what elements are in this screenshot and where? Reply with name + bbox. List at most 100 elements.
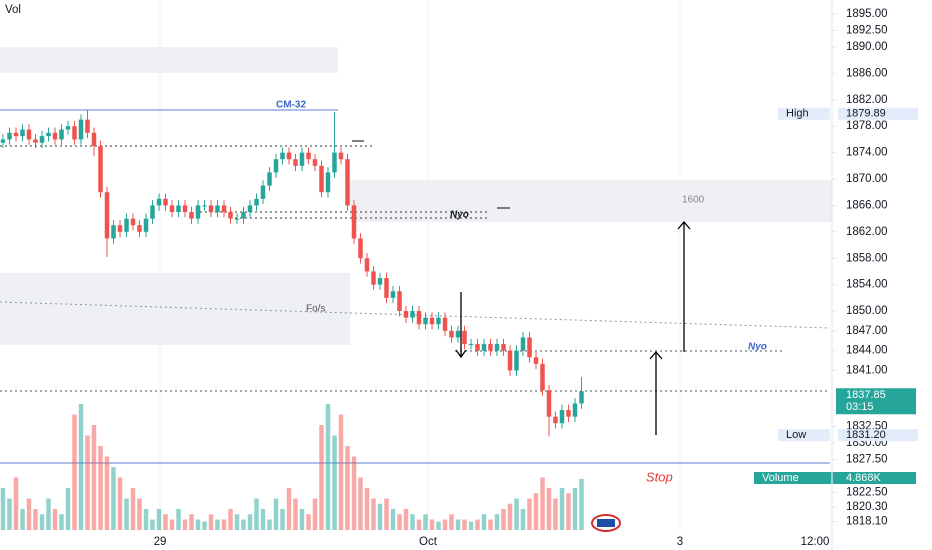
candle-body bbox=[130, 218, 136, 226]
low-label: Low bbox=[786, 429, 806, 441]
volume-bar bbox=[247, 514, 253, 530]
candle-body bbox=[117, 225, 123, 232]
low-value-box bbox=[838, 429, 918, 442]
volume-bar bbox=[507, 503, 513, 530]
candle-body bbox=[150, 205, 155, 219]
volume-bar bbox=[143, 509, 149, 530]
volume-bar bbox=[371, 498, 376, 530]
volume-bar bbox=[293, 498, 298, 530]
y-tick-label: 1870.00 bbox=[846, 173, 888, 185]
candle-body bbox=[338, 152, 344, 160]
volume-bar bbox=[254, 498, 259, 530]
low-box bbox=[778, 429, 830, 442]
candle-body bbox=[20, 129, 25, 137]
candle-body bbox=[228, 212, 233, 219]
volume-bar bbox=[169, 519, 175, 530]
volume-bar bbox=[104, 456, 110, 530]
candle-body bbox=[59, 129, 64, 140]
candle-body bbox=[254, 198, 259, 206]
price-axis: 1895.00 1892.50 1890.00 1886.00 1882.00 1878.… bbox=[754, 8, 918, 528]
volume-bar bbox=[527, 498, 532, 530]
candle-body bbox=[280, 152, 285, 160]
candle-body bbox=[397, 291, 402, 312]
plot bbox=[0, 110, 584, 530]
last-price: 1837.85 bbox=[846, 389, 886, 401]
volume-bar bbox=[345, 446, 350, 530]
volume-tag-box bbox=[754, 472, 916, 484]
annotation: 1600 bbox=[682, 195, 705, 206]
candle-body bbox=[143, 218, 149, 232]
volume-bar bbox=[91, 425, 97, 530]
candle-body bbox=[169, 205, 175, 213]
volume-bar bbox=[332, 435, 337, 530]
candle-body bbox=[221, 205, 227, 213]
x-tick-label: 12:00 bbox=[801, 536, 830, 548]
arrow-up bbox=[649, 351, 663, 435]
candle-body bbox=[533, 357, 539, 364]
volume-bar bbox=[215, 519, 220, 530]
volume-bar bbox=[559, 488, 565, 530]
candle-body bbox=[0, 139, 6, 143]
volume-bar bbox=[221, 519, 227, 530]
candle-body bbox=[293, 159, 298, 166]
y-tick-label: 1847.00 bbox=[846, 325, 888, 337]
y-tick-label: 1874.00 bbox=[846, 147, 888, 159]
zone-box bbox=[0, 47, 338, 73]
volume-bar bbox=[137, 498, 142, 530]
volume-bar bbox=[189, 514, 194, 530]
candle-body bbox=[78, 119, 84, 140]
volume-bar bbox=[52, 509, 58, 530]
candle-body bbox=[384, 278, 389, 298]
volume-bar bbox=[436, 521, 441, 530]
volume-bar bbox=[33, 509, 38, 530]
candle-body bbox=[72, 126, 77, 140]
candle-body bbox=[299, 152, 305, 166]
candle-body bbox=[7, 132, 12, 140]
volume-bar bbox=[208, 514, 214, 530]
volume-bar bbox=[280, 509, 285, 530]
candle-body bbox=[98, 146, 103, 193]
volume-bar bbox=[455, 519, 461, 530]
volume-bar bbox=[124, 498, 129, 530]
candle-body bbox=[273, 159, 279, 173]
volume-bar bbox=[111, 467, 116, 530]
candle-body bbox=[494, 344, 500, 351]
volume-bar bbox=[59, 514, 64, 530]
volume-bar bbox=[416, 519, 422, 530]
y-tick-label: 1827.50 bbox=[846, 454, 888, 466]
candle-body bbox=[156, 198, 162, 206]
y-tick-label: 1820.30 bbox=[846, 501, 888, 513]
candle-body bbox=[26, 129, 32, 140]
candle-body bbox=[462, 330, 467, 345]
high-label: High bbox=[786, 108, 809, 120]
volume-bar bbox=[241, 519, 246, 530]
trend-line bbox=[0, 301, 831, 329]
volume-bar bbox=[306, 514, 311, 530]
y-tick-label: 1844.00 bbox=[846, 345, 888, 357]
volume-bar bbox=[267, 519, 272, 530]
candle-body bbox=[176, 205, 181, 213]
volume-bar bbox=[7, 498, 12, 530]
volume-bar bbox=[364, 488, 370, 530]
candle-body bbox=[514, 350, 519, 371]
volume-bar bbox=[449, 514, 454, 530]
y-tick-label: 1854.00 bbox=[846, 279, 888, 291]
y-tick-label: 1882.00 bbox=[846, 94, 888, 106]
volume-bar bbox=[98, 446, 103, 530]
candle-body bbox=[13, 132, 19, 137]
candle-body bbox=[488, 344, 493, 351]
volume-bar bbox=[85, 435, 90, 530]
volume-bar bbox=[442, 519, 448, 530]
volume-bar bbox=[273, 498, 279, 530]
y-tick-label: 1892.50 bbox=[846, 25, 888, 37]
volume-bar bbox=[65, 488, 71, 530]
candle-body bbox=[319, 165, 324, 193]
volume-bar bbox=[533, 493, 539, 530]
candle-body bbox=[501, 344, 506, 351]
candle-body bbox=[520, 337, 526, 351]
zone-box bbox=[0, 273, 350, 345]
volume-bar bbox=[150, 519, 155, 530]
volume-bar bbox=[20, 509, 25, 530]
candle-body bbox=[137, 225, 142, 232]
